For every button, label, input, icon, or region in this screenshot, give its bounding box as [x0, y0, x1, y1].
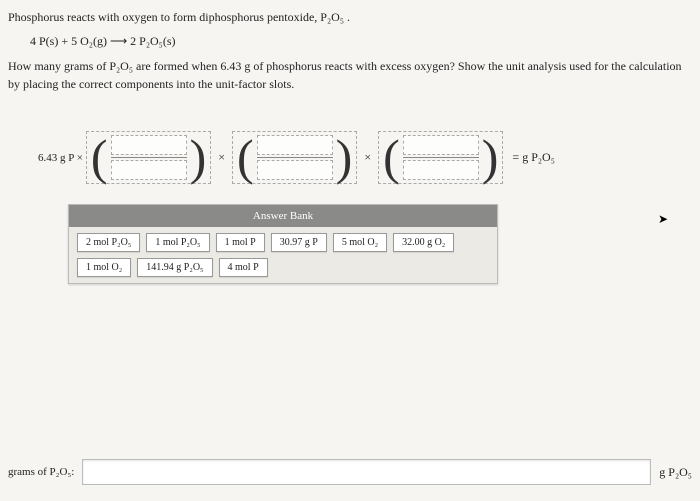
close-paren-icon: ): [190, 140, 207, 175]
close-paren-icon: ): [336, 140, 353, 175]
fraction-bar: [111, 157, 187, 158]
open-paren-icon: (: [91, 140, 108, 175]
denominator-slot-1[interactable]: [111, 160, 187, 180]
denominator-slot-2[interactable]: [257, 160, 333, 180]
tile[interactable]: 30.97 g P: [271, 233, 327, 252]
problem-page: Phosphorus reacts with oxygen to form di…: [0, 0, 700, 501]
open-paren-icon: (: [237, 140, 254, 175]
factor-slot-1[interactable]: ( ): [86, 131, 211, 184]
close-paren-icon: ): [482, 140, 499, 175]
numerator-slot-3[interactable]: [403, 135, 479, 155]
tile[interactable]: 4 mol P: [219, 258, 268, 277]
tile[interactable]: 5 mol O₂: [333, 233, 387, 252]
tile[interactable]: 1 mol O₂: [77, 258, 131, 277]
numerator-slot-1[interactable]: [111, 135, 187, 155]
factor-slot-2[interactable]: ( ): [232, 131, 357, 184]
answer-input[interactable]: [82, 459, 651, 485]
question-text: How many grams of P₂O₅ are formed when 6…: [0, 57, 700, 93]
fraction-bar: [257, 157, 333, 158]
factor-slot-3[interactable]: ( ): [378, 131, 503, 184]
fraction-1: [111, 134, 187, 181]
given-value: 6.43 g P ×: [38, 152, 83, 164]
open-paren-icon: (: [383, 140, 400, 175]
unit-label: g P₂O₅: [659, 465, 692, 480]
result-label: = g P₂O₅: [512, 150, 554, 165]
fraction-2: [257, 134, 333, 181]
multiply-icon: ×: [364, 150, 371, 165]
tile[interactable]: 32.00 g O₂: [393, 233, 454, 252]
intro-text: Phosphorus reacts with oxygen to form di…: [0, 8, 700, 26]
tile[interactable]: 1 mol P₂O₅: [146, 233, 209, 252]
denominator-slot-3[interactable]: [403, 160, 479, 180]
answer-bank: Answer Bank 2 mol P₂O₅ 1 mol P₂O₅ 1 mol …: [68, 204, 498, 284]
tile[interactable]: 141.94 g P₂O₅: [137, 258, 212, 277]
final-answer-row: grams of P₂O₅: g P₂O₅: [8, 459, 692, 485]
numerator-slot-2[interactable]: [257, 135, 333, 155]
fraction-bar: [403, 157, 479, 158]
unit-factor-row: 6.43 g P × ( ) × ( ) × (: [38, 131, 700, 184]
chemical-equation: 4 P(s) + 5 O₂(g) ⟶ 2 P₂O₅(s): [0, 26, 700, 57]
answer-label: grams of P₂O₅:: [8, 466, 74, 478]
tile[interactable]: 2 mol P₂O₅: [77, 233, 140, 252]
multiply-icon: ×: [218, 150, 225, 165]
answer-bank-header: Answer Bank: [69, 205, 497, 227]
answer-bank-body: 2 mol P₂O₅ 1 mol P₂O₅ 1 mol P 30.97 g P …: [69, 227, 497, 283]
fraction-3: [403, 134, 479, 181]
tile[interactable]: 1 mol P: [216, 233, 265, 252]
cursor-icon: ➤: [658, 212, 668, 227]
